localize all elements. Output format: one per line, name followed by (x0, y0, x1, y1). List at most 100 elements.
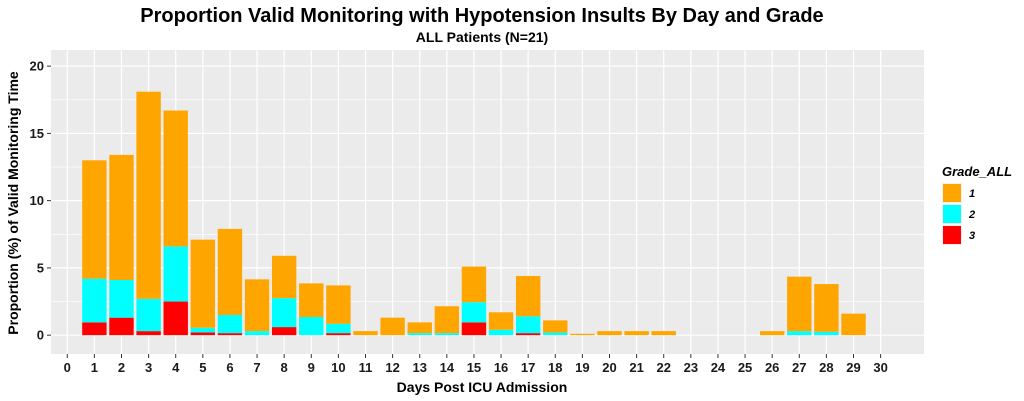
bar-day-8-grade-1 (271, 255, 297, 299)
x-axis-label: Days Post ICU Admission (397, 379, 568, 395)
bar-day-6-grade-3 (217, 333, 243, 336)
bar-day-17-grade-1 (515, 275, 541, 317)
bar-day-10-grade-2 (326, 323, 351, 334)
x-tick-label: 26 (765, 360, 779, 375)
bar-day-5-grade-3 (190, 332, 216, 336)
x-tick-label: 4 (172, 360, 180, 375)
legend-label-grade-2: 2 (968, 209, 975, 221)
legend-swatch-grade-1 (943, 184, 961, 202)
bar-day-28-grade-2 (814, 331, 839, 336)
bar-day-1-grade-1 (82, 160, 107, 279)
bar-day-26-grade-1 (759, 331, 785, 336)
chart-subtitle: ALL Patients (N=21) (416, 29, 548, 45)
x-tick-label: 19 (575, 360, 589, 375)
x-tick-label: 15 (467, 360, 481, 375)
bar-day-4-grade-1 (163, 110, 188, 247)
x-tick-label: 11 (359, 360, 373, 375)
x-tick-label: 13 (412, 360, 426, 375)
x-tick-label: 16 (494, 360, 508, 375)
y-axis-label: Proportion (%) of Valid Monitoring Time (5, 71, 21, 335)
legend-swatch-grade-3 (943, 226, 961, 244)
bar-day-4-grade-2 (163, 246, 188, 302)
x-tick-label: 21 (629, 360, 643, 375)
x-tick-label: 9 (308, 360, 315, 375)
bar-day-22-grade-1 (651, 331, 676, 336)
legend-swatch-grade-2 (943, 205, 961, 223)
legend-title: Grade_ALL (942, 164, 1012, 179)
bar-day-6-grade-2 (217, 314, 243, 334)
bar-day-8-grade-3 (271, 327, 297, 336)
chart-title: Proportion Valid Monitoring with Hypoten… (140, 5, 823, 27)
bar-day-3-grade-1 (136, 91, 161, 299)
x-tick-label: 5 (199, 360, 206, 375)
bar-day-16-grade-2 (488, 329, 514, 336)
bar-day-2-grade-1 (109, 154, 134, 281)
x-tick-label: 17 (521, 360, 535, 375)
bar-day-3-grade-2 (136, 298, 161, 332)
bar-day-9-grade-1 (299, 283, 324, 318)
bar-day-4-grade-3 (163, 301, 188, 336)
x-tick-label: 27 (792, 360, 806, 375)
bar-day-28-grade-1 (814, 284, 839, 332)
bar-day-27-grade-2 (787, 331, 812, 336)
x-tick-label: 28 (819, 360, 833, 375)
bar-day-18-grade-2 (543, 332, 568, 336)
bar-day-1-grade-3 (82, 322, 107, 336)
bar-day-17-grade-3 (515, 333, 541, 336)
bar-day-13-grade-1 (407, 322, 432, 334)
x-tick-label: 10 (331, 360, 345, 375)
bar-day-16-grade-1 (488, 312, 514, 330)
bar-day-2-grade-3 (109, 317, 134, 336)
y-tick-label: 15 (30, 126, 44, 141)
bar-day-2-grade-2 (109, 280, 134, 318)
x-tick-label: 29 (846, 360, 860, 375)
x-tick-label: 18 (548, 360, 562, 375)
bar-day-17-grade-2 (515, 316, 541, 334)
bar-day-6-grade-1 (217, 228, 243, 315)
bar-day-9-grade-2 (299, 317, 324, 336)
x-tick-label: 24 (711, 360, 726, 375)
bar-day-15-grade-1 (461, 266, 487, 303)
bar-day-21-grade-1 (624, 331, 649, 336)
x-tick-label: 1 (91, 360, 98, 375)
x-tick-label: 0 (64, 360, 71, 375)
bar-day-5-grade-1 (190, 239, 216, 328)
bar-day-7-grade-1 (244, 279, 270, 332)
x-tick-label: 2 (118, 360, 125, 375)
bar-day-13-grade-2 (407, 333, 432, 336)
x-tick-label: 20 (602, 360, 616, 375)
y-tick-label: 10 (30, 193, 44, 208)
y-tick-label: 0 (37, 328, 44, 343)
bar-day-18-grade-1 (543, 320, 568, 333)
bar-day-10-grade-3 (326, 333, 351, 336)
x-tick-label: 8 (281, 360, 288, 375)
x-tick-label: 14 (440, 360, 455, 375)
x-axis: 0 1 2 3 4 5 6 7 8 9 10 11 12 13 14 15 16 17 18 19 20 21 22 23 24… (64, 354, 888, 375)
bar-day-1-grade-2 (82, 278, 107, 323)
bar-day-10-grade-1 (326, 285, 351, 324)
bar-day-11-grade-1 (353, 331, 378, 336)
bar-day-8-grade-2 (271, 298, 297, 328)
bar-day-15-grade-2 (461, 302, 487, 323)
bars (82, 91, 866, 336)
y-axis: 0 5 10 15 20 (30, 59, 51, 343)
legend-label-grade-3: 3 (969, 230, 975, 242)
bar-day-5-grade-2 (190, 327, 216, 333)
x-tick-label: 25 (738, 360, 752, 375)
bar-day-29-grade-1 (841, 313, 866, 336)
x-tick-label: 6 (226, 360, 233, 375)
bar-day-19-grade-1 (570, 333, 595, 336)
x-tick-label: 3 (145, 360, 152, 375)
bar-day-14-grade-1 (434, 306, 460, 334)
x-tick-label: 23 (684, 360, 698, 375)
bar-day-14-grade-2 (434, 333, 460, 336)
y-tick-label: 5 (37, 260, 44, 275)
bar-day-7-grade-2 (244, 331, 270, 336)
x-tick-label: 7 (253, 360, 260, 375)
bar-day-27-grade-1 (787, 276, 812, 332)
bar-day-15-grade-3 (461, 322, 487, 336)
bar-day-3-grade-3 (136, 331, 161, 336)
legend: Grade_ALL 1 2 3 (942, 164, 1012, 245)
